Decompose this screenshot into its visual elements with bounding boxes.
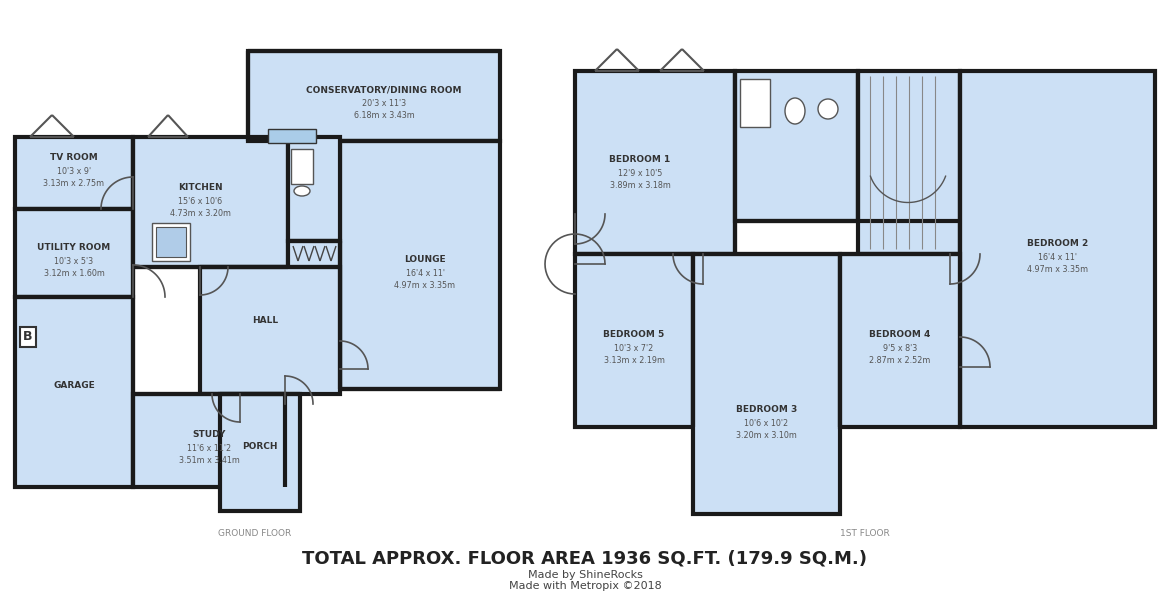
Bar [840,254,961,427]
Text: KITCHEN: KITCHEN [178,183,222,192]
Text: HALL: HALL [252,316,278,325]
Text: GARAGE: GARAGE [53,382,95,391]
Ellipse shape [818,99,838,119]
Text: 3.89m x 3.18m: 3.89m x 3.18m [610,180,670,189]
Text: 10'6 x 10'2: 10'6 x 10'2 [744,419,789,428]
Bar [288,241,340,389]
Bar [739,79,770,127]
Text: 1ST FLOOR: 1ST FLOOR [840,530,890,539]
Text: BEDROOM 2: BEDROOM 2 [1027,238,1088,247]
Text: Made by ShineRocks: Made by ShineRocks [528,570,642,580]
Text: BEDROOM 5: BEDROOM 5 [604,330,665,339]
Bar [268,129,316,143]
Text: 16'4 x 11': 16'4 x 11' [406,268,445,277]
Text: 4.97m x 3.35m: 4.97m x 3.35m [394,280,455,289]
Text: STUDY: STUDY [192,430,226,439]
Bar [574,254,693,427]
Text: 15'6 x 10'6: 15'6 x 10'6 [179,196,222,205]
Text: TOTAL APPROX. FLOOR AREA 1936 SQ.FT. (179.9 SQ.M.): TOTAL APPROX. FLOOR AREA 1936 SQ.FT. (17… [303,550,867,568]
Text: 11'6 x 11'2: 11'6 x 11'2 [187,444,230,453]
Text: PORCH: PORCH [242,442,277,451]
Text: 10'3 x 5'3: 10'3 x 5'3 [55,256,94,265]
Bar [291,149,314,184]
Bar [152,223,190,261]
Bar [858,71,961,254]
Text: BEDROOM 4: BEDROOM 4 [869,330,930,339]
Text: 10'3 x 9': 10'3 x 9' [57,167,91,176]
Text: 4.73m x 3.20m: 4.73m x 3.20m [170,208,230,217]
Bar [961,71,1155,427]
Text: 3.13m x 2.19m: 3.13m x 2.19m [604,356,665,365]
Text: UTILITY ROOM: UTILITY ROOM [37,243,111,252]
Bar [735,71,858,221]
Bar [220,394,300,511]
Text: B: B [23,331,33,343]
Text: Made with Metropix ©2018: Made with Metropix ©2018 [509,581,661,591]
Text: 4.97m x 3.35m: 4.97m x 3.35m [1027,265,1088,274]
Text: GROUND FLOOR: GROUND FLOOR [219,530,291,539]
Text: 20'3 x 11'3: 20'3 x 11'3 [362,99,406,108]
Text: 2.87m x 2.52m: 2.87m x 2.52m [869,356,930,365]
Text: 12'9 x 10'5: 12'9 x 10'5 [618,168,662,177]
Text: 3.20m x 3.10m: 3.20m x 3.10m [736,431,797,440]
Bar [693,254,840,514]
Text: BEDROOM 3: BEDROOM 3 [736,404,797,413]
Bar [248,51,500,141]
Bar [340,141,500,389]
Bar [133,137,288,267]
Text: 6.18m x 3.43m: 6.18m x 3.43m [353,111,414,120]
Text: 3.12m x 1.60m: 3.12m x 1.60m [43,268,104,277]
Bar [15,209,133,297]
Bar [156,227,186,257]
Bar [288,137,340,241]
Text: CONSERVATORY/DINING ROOM: CONSERVATORY/DINING ROOM [307,86,462,95]
Bar [15,137,133,209]
Text: LOUNGE: LOUNGE [404,255,446,264]
Text: BEDROOM 1: BEDROOM 1 [610,155,670,164]
Text: 3.13m x 2.75m: 3.13m x 2.75m [43,179,104,187]
Text: 9'5 x 8'3: 9'5 x 8'3 [883,344,917,353]
Text: TV ROOM: TV ROOM [50,153,98,162]
Text: 3.51m x 3.41m: 3.51m x 3.41m [179,456,240,465]
Bar [574,71,735,254]
Ellipse shape [294,186,310,196]
Bar [200,267,340,394]
Bar [133,394,285,487]
Ellipse shape [785,98,805,124]
Text: 16'4 x 11': 16'4 x 11' [1038,253,1078,262]
Bar [15,297,133,487]
Text: 10'3 x 7'2: 10'3 x 7'2 [614,344,654,353]
